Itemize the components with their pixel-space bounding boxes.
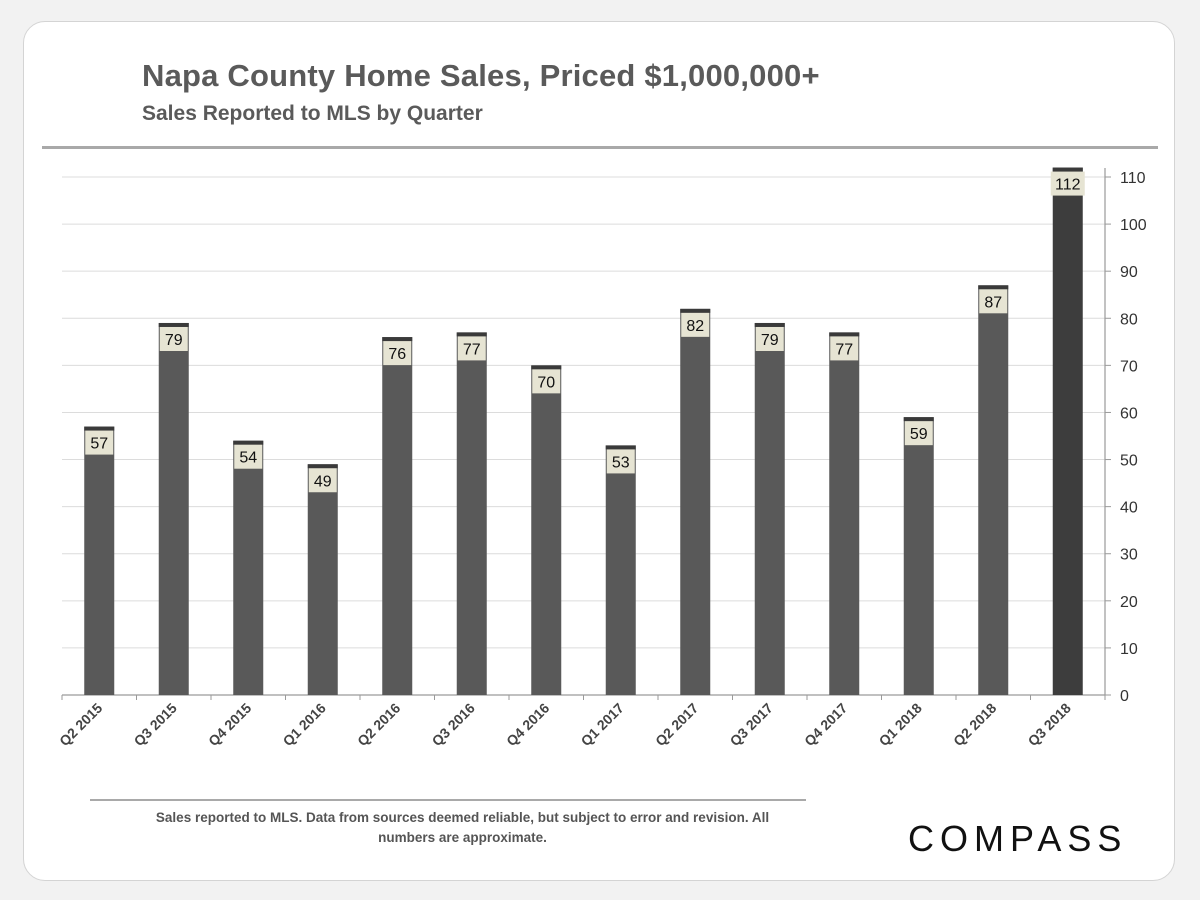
category-label: Q1 2018 (876, 700, 925, 749)
y-tick-label: 90 (1120, 264, 1138, 281)
y-tick-label: 0 (1120, 688, 1129, 705)
data-label-box (457, 336, 486, 361)
bar (307, 464, 338, 695)
y-tick-label: 60 (1120, 405, 1138, 422)
data-label-box (1050, 171, 1085, 196)
data-label: 82 (686, 318, 704, 335)
category-label: Q2 2015 (56, 700, 105, 749)
bar (754, 322, 785, 695)
data-label-box (532, 369, 561, 394)
y-tick-label: 20 (1120, 594, 1138, 611)
footnote: Sales reported to MLS. Data from sources… (155, 810, 770, 845)
y-tick-label: 30 (1120, 547, 1138, 564)
data-label-box (159, 326, 188, 351)
data-label: 77 (835, 341, 853, 358)
data-label: 76 (388, 346, 406, 363)
y-tick-label: 80 (1120, 311, 1138, 328)
bar-cap (456, 332, 487, 337)
bar (605, 445, 636, 695)
bar (456, 332, 487, 695)
data-label: 112 (1055, 177, 1081, 194)
bar (903, 417, 934, 695)
bar (233, 440, 264, 695)
category-label: Q2 2018 (950, 700, 999, 749)
category-label: Q2 2016 (354, 700, 403, 749)
y-tick-label: 10 (1120, 641, 1138, 658)
data-label: 87 (984, 294, 1002, 311)
bar-cap (829, 332, 860, 337)
data-label-box (85, 430, 114, 455)
category-label: Q2 2017 (652, 700, 701, 749)
compass-logo: COMPASS (908, 818, 1128, 859)
data-label: 79 (761, 332, 779, 349)
data-label: 77 (463, 341, 481, 358)
data-label-box (308, 468, 337, 493)
data-label-box (755, 326, 784, 351)
data-label: 70 (537, 374, 555, 391)
bar (1052, 167, 1083, 696)
footer-divider (90, 799, 806, 801)
data-label: 49 (314, 473, 332, 490)
bar-cap (158, 322, 189, 327)
bar-cap (531, 365, 562, 370)
data-label-box (383, 341, 412, 366)
bar-cap (1052, 167, 1083, 172)
y-tick-label: 50 (1120, 453, 1138, 470)
data-label-box (606, 449, 635, 474)
category-label: Q1 2017 (578, 700, 627, 749)
data-label-box (681, 312, 710, 337)
bar-cap (754, 322, 785, 327)
data-label-box (234, 444, 263, 469)
category-label: Q3 2015 (131, 700, 180, 749)
data-label: 54 (239, 450, 257, 467)
bar (531, 365, 562, 695)
bar (84, 426, 115, 695)
category-label: Q3 2016 (429, 700, 478, 749)
category-label: Q4 2017 (801, 700, 850, 749)
data-label: 59 (910, 426, 928, 443)
y-tick-label: 110 (1120, 170, 1146, 187)
bar-cap (307, 464, 338, 469)
category-label: Q1 2016 (280, 700, 329, 749)
data-label: 57 (90, 436, 108, 453)
data-label-box (830, 336, 859, 361)
chart-title: Napa County Home Sales, Priced $1,000,00… (142, 58, 820, 93)
bar (680, 308, 711, 695)
category-label: Q4 2015 (205, 700, 254, 749)
bar-cap (84, 426, 115, 431)
data-label-box (979, 289, 1008, 314)
bar-cap (233, 440, 264, 445)
bar (382, 337, 413, 695)
bar (158, 322, 189, 695)
category-label: Q3 2018 (1025, 700, 1074, 749)
y-tick-label: 40 (1120, 500, 1138, 517)
category-label: Q4 2016 (503, 700, 552, 749)
bar-cap (605, 445, 636, 450)
title-divider (42, 146, 1158, 149)
y-tick-label: 100 (1120, 217, 1147, 234)
category-label: Q3 2017 (727, 700, 776, 749)
chart-subtitle: Sales Reported to MLS by Quarter (142, 102, 483, 125)
data-label: 79 (165, 332, 183, 349)
bar-cap (978, 285, 1009, 290)
bar-cap (903, 417, 934, 422)
bar (978, 285, 1009, 695)
bar-cap (680, 308, 711, 313)
bar-cap (382, 337, 413, 342)
y-tick-label: 70 (1120, 358, 1138, 375)
bar (829, 332, 860, 695)
data-label-box (904, 421, 933, 446)
data-label: 53 (612, 454, 630, 471)
